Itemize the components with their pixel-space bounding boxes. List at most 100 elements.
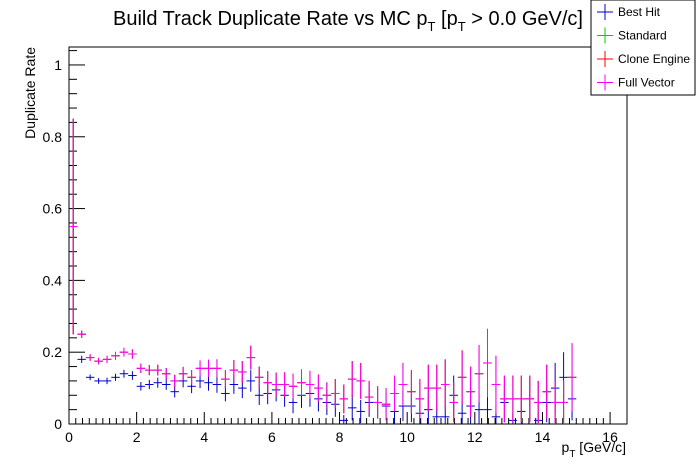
data-point	[500, 375, 509, 423]
data-point	[288, 373, 298, 399]
x-tick-label: 10	[399, 429, 415, 445]
data-point	[94, 357, 103, 365]
data-point	[246, 370, 255, 392]
y-tick-label: 1	[54, 57, 62, 73]
series-full-vector	[69, 118, 577, 424]
data-point	[381, 388, 391, 421]
data-point	[271, 372, 281, 397]
data-point	[364, 380, 374, 414]
data-point	[457, 350, 467, 405]
data-point	[483, 393, 492, 424]
data-point	[212, 376, 222, 393]
data-point	[111, 351, 120, 360]
data-point	[221, 370, 230, 389]
legend-entry: Full Vector	[597, 74, 675, 91]
data-point	[517, 375, 526, 423]
data-point	[525, 375, 534, 423]
x-tick-label: 4	[200, 429, 208, 445]
data-point	[424, 364, 433, 412]
legend-entry: Best Hit	[597, 4, 661, 20]
plot-area	[69, 118, 577, 424]
data-point	[102, 355, 112, 363]
data-point	[119, 347, 129, 357]
data-point	[128, 349, 137, 359]
legend-label: Standard	[618, 29, 667, 43]
data-point	[398, 362, 408, 407]
x-tick-label: 16	[602, 429, 618, 445]
data-point	[145, 365, 154, 376]
y-axis-label: Duplicate Rate	[22, 47, 38, 139]
data-point	[415, 379, 425, 419]
plot-frame	[68, 46, 628, 425]
data-point	[246, 345, 255, 370]
data-point	[297, 369, 306, 396]
legend: Best Hit Standard Clone Engine Full Vector	[590, 0, 696, 96]
data-point	[229, 360, 239, 381]
data-point	[474, 345, 484, 403]
data-point	[212, 359, 222, 378]
data-point	[559, 380, 568, 424]
data-point	[204, 359, 213, 377]
data-point	[153, 364, 162, 376]
data-point	[85, 354, 95, 361]
x-tick-label: 14	[535, 429, 551, 445]
x-tick-label: 8	[336, 429, 344, 445]
data-point	[280, 372, 289, 397]
data-point	[407, 370, 416, 414]
data-point	[128, 371, 137, 380]
y-tick-label: 0	[54, 416, 62, 432]
y-axis: 0 0.2 0.4 0.6 0.8 1	[43, 50, 85, 432]
legend-label: Full Vector	[618, 76, 675, 90]
data-point	[339, 384, 348, 414]
data-point	[102, 377, 112, 385]
data-point	[356, 399, 365, 423]
data-point	[322, 382, 332, 409]
x-tick-label: 0	[65, 429, 73, 445]
data-point	[550, 380, 560, 424]
legend-label: Clone Engine	[618, 52, 690, 66]
x-axis-label: pT [GeV/c]	[562, 439, 626, 460]
data-point	[373, 386, 382, 419]
data-point	[162, 379, 171, 390]
data-point	[238, 361, 247, 383]
data-point	[263, 371, 272, 395]
legend-label: Best Hit	[618, 5, 661, 19]
data-point	[255, 366, 264, 389]
data-point	[348, 361, 357, 398]
data-point	[119, 369, 129, 378]
x-tick-label: 2	[133, 429, 141, 445]
data-point	[542, 364, 551, 419]
data-point	[491, 355, 501, 414]
data-point	[457, 400, 467, 424]
data-point	[77, 330, 86, 338]
data-point	[390, 375, 399, 412]
data-point	[441, 359, 450, 410]
data-point	[69, 118, 78, 335]
data-point	[348, 395, 357, 421]
data-point	[466, 366, 475, 417]
data-point	[339, 415, 348, 424]
y-tick-label: 0.8	[43, 129, 63, 145]
y-tick-label: 0.2	[43, 344, 63, 360]
data-point	[534, 380, 543, 424]
legend-entry: Standard	[597, 27, 667, 44]
data-point	[77, 355, 86, 363]
y-tick-label: 0.4	[43, 272, 63, 288]
data-point	[221, 385, 230, 402]
data-point	[170, 374, 179, 388]
data-point	[85, 374, 95, 381]
data-point	[136, 381, 146, 391]
x-tick-label: 6	[268, 429, 276, 445]
data-point	[314, 374, 323, 402]
data-point	[136, 363, 146, 374]
data-point	[255, 385, 264, 405]
chart-title: Build Track Duplicate Rate vs MC pT [pT …	[113, 8, 583, 34]
data-point	[145, 379, 154, 390]
data-point	[162, 367, 171, 380]
data-point	[170, 385, 179, 398]
data-point	[94, 378, 103, 384]
data-point	[305, 370, 315, 399]
data-point	[432, 364, 441, 412]
data-point	[331, 379, 340, 408]
